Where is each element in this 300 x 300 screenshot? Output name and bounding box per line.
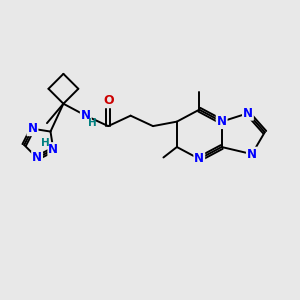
- Text: N: N: [81, 109, 91, 122]
- Text: N: N: [217, 115, 227, 128]
- Text: N: N: [194, 152, 204, 166]
- Text: H: H: [40, 138, 50, 148]
- Text: O: O: [103, 94, 113, 107]
- Text: N: N: [28, 122, 38, 135]
- Text: N: N: [32, 152, 42, 164]
- Text: N: N: [247, 148, 257, 160]
- Text: H: H: [88, 118, 97, 128]
- Text: N: N: [48, 143, 58, 156]
- Text: N: N: [243, 107, 253, 120]
